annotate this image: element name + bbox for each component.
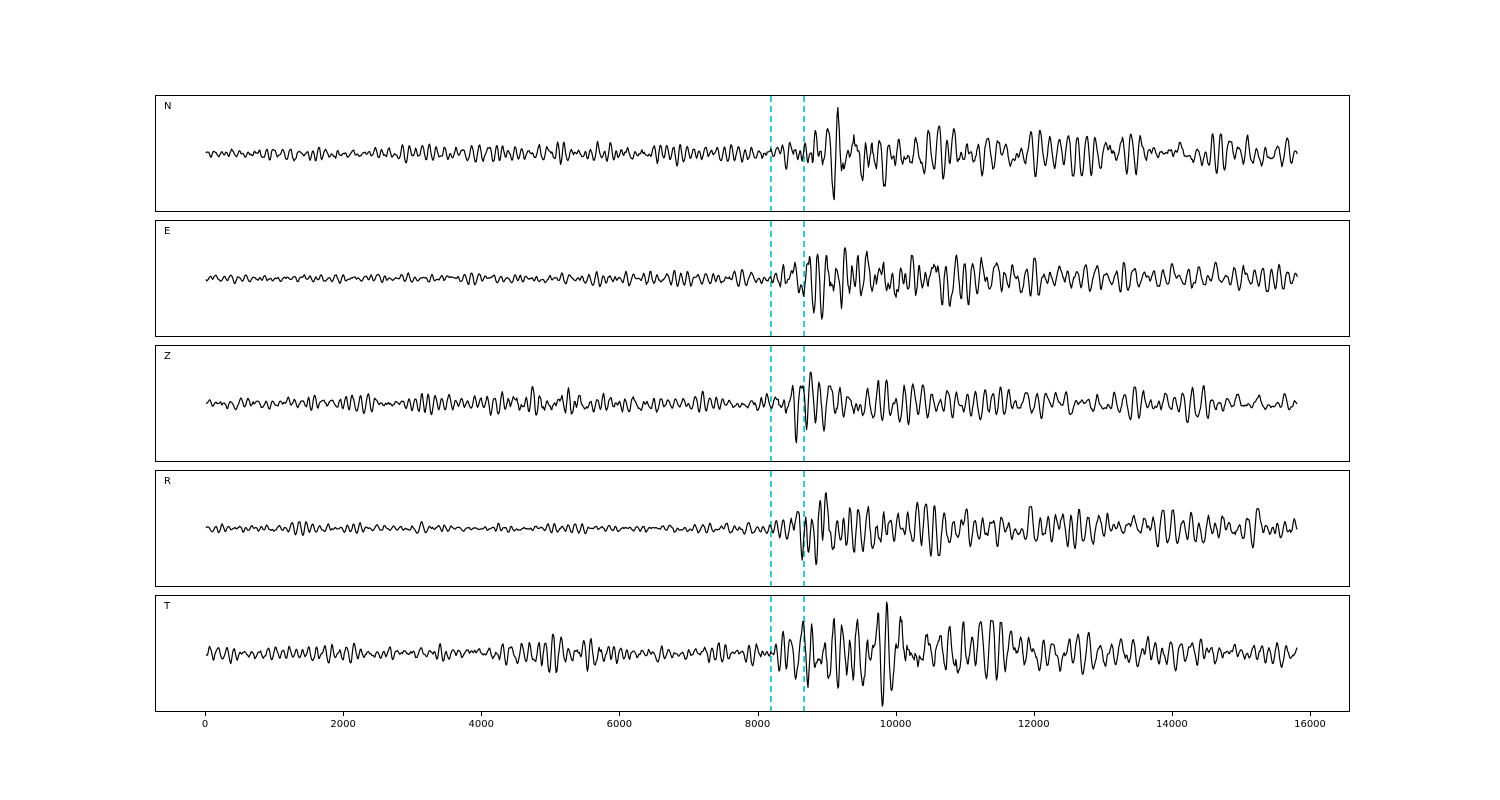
waveform-panel-E: E: [155, 220, 1350, 337]
waveform-plot-E: [205, 221, 1298, 336]
x-tick-label: 16000: [1294, 719, 1326, 730]
panel-label-R: R: [164, 476, 171, 487]
x-tick-label: 10000: [879, 719, 912, 730]
waveform-panel-T: T: [155, 595, 1350, 712]
x-tick-label: 14000: [1155, 719, 1188, 730]
x-axis-tick: [619, 712, 621, 716]
waveform-trace-E: [205, 247, 1298, 320]
x-tick-label: 12000: [1017, 719, 1050, 730]
x-axis-tick: [1310, 712, 1311, 716]
waveform-panel-N: N: [155, 95, 1350, 212]
x-axis-tick: [343, 712, 345, 716]
x-axis-tick: [1033, 712, 1035, 716]
x-tick-label: 6000: [606, 719, 633, 730]
panel-label-Z: Z: [164, 351, 171, 362]
x-axis-tick: [757, 712, 759, 716]
panel-label-T: T: [164, 601, 171, 612]
panel-label-N: N: [164, 101, 172, 112]
x-tick-label: 0: [201, 719, 209, 730]
x-axis-tick: [481, 712, 483, 716]
waveform-plot-T: [205, 596, 1298, 711]
x-axis-tick: [1171, 712, 1173, 716]
waveform-trace-N: [205, 107, 1298, 201]
waveform-plot-Z: [205, 346, 1298, 461]
waveform-panel-R: R: [155, 470, 1350, 587]
waveform-trace-Z: [205, 371, 1298, 444]
x-tick-label: 8000: [744, 719, 771, 730]
x-tick-label: 4000: [468, 719, 494, 730]
waveform-plot-N: [205, 96, 1298, 211]
panel-label-E: E: [164, 226, 171, 237]
waveform-trace-R: [205, 492, 1298, 566]
waveform-panel-Z: Z: [155, 345, 1350, 462]
waveform-plot-R: [205, 471, 1298, 586]
waveform-trace-T: [205, 601, 1298, 707]
x-axis-tick: [205, 712, 206, 716]
x-tick-label: 2000: [330, 719, 356, 730]
x-axis-tick: [895, 712, 897, 716]
